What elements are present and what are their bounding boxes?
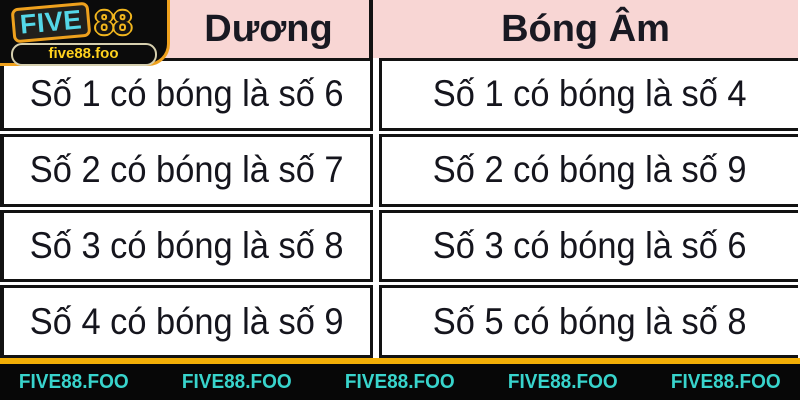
column-header-bong-am: Bóng Âm — [501, 7, 670, 50]
cell-text: Số 4 có bóng là số 9 — [30, 300, 344, 342]
footer-watermark: FIVE88.FOO — [181, 370, 292, 393]
footer-watermark: FIVE88.FOO — [18, 370, 129, 393]
cell-text: Số 5 có bóng là số 8 — [433, 300, 747, 342]
table-row: Số 3 có bóng là số 8 — [0, 209, 373, 283]
cell-text: Số 1 có bóng là số 6 — [30, 73, 344, 115]
logo-five-badge: FIVE — [10, 1, 92, 44]
cell-text: Số 3 có bóng là số 8 — [30, 224, 344, 266]
table-row: Số 1 có bóng là số 4 — [379, 58, 798, 131]
table-row: Số 2 có bóng là số 9 — [379, 133, 798, 207]
column-header-duong: Dương — [204, 7, 333, 50]
brand-logo-panel: FIVE 88 five88.foo — [0, 0, 170, 67]
cell-text: Số 1 có bóng là số 4 — [433, 73, 747, 115]
footer-watermark: FIVE88.FOO — [508, 370, 618, 393]
table-body: Số 1 có bóng là số 6 Số 1 có bóng là số … — [0, 58, 798, 358]
footer-watermark: FIVE88.FOO — [671, 370, 782, 393]
logo-88-text: 88 — [95, 4, 132, 42]
logo-domain-pill: five88.foo — [10, 43, 157, 67]
header-cell-duong: Dương — [0, 0, 373, 58]
header-cell-bong-am: Bóng Âm — [373, 0, 798, 58]
cell-text: Số 2 có bóng là số 9 — [433, 149, 747, 191]
footer-watermark-bar: FIVE88.FOO FIVE88.FOO FIVE88.FOO FIVE88.… — [0, 358, 800, 400]
brand-logo: FIVE 88 — [0, 0, 167, 44]
footer-watermark: FIVE88.FOO — [345, 370, 455, 393]
table-row: Số 1 có bóng là số 6 — [0, 58, 373, 131]
table-row: Số 2 có bóng là số 7 — [0, 133, 373, 207]
cell-text: Số 3 có bóng là số 6 — [433, 224, 747, 266]
cell-text: Số 2 có bóng là số 7 — [30, 149, 344, 191]
table-row: Số 3 có bóng là số 6 — [379, 209, 798, 283]
table-row: Số 5 có bóng là số 8 — [379, 285, 798, 358]
table-row: Số 4 có bóng là số 9 — [0, 285, 373, 358]
